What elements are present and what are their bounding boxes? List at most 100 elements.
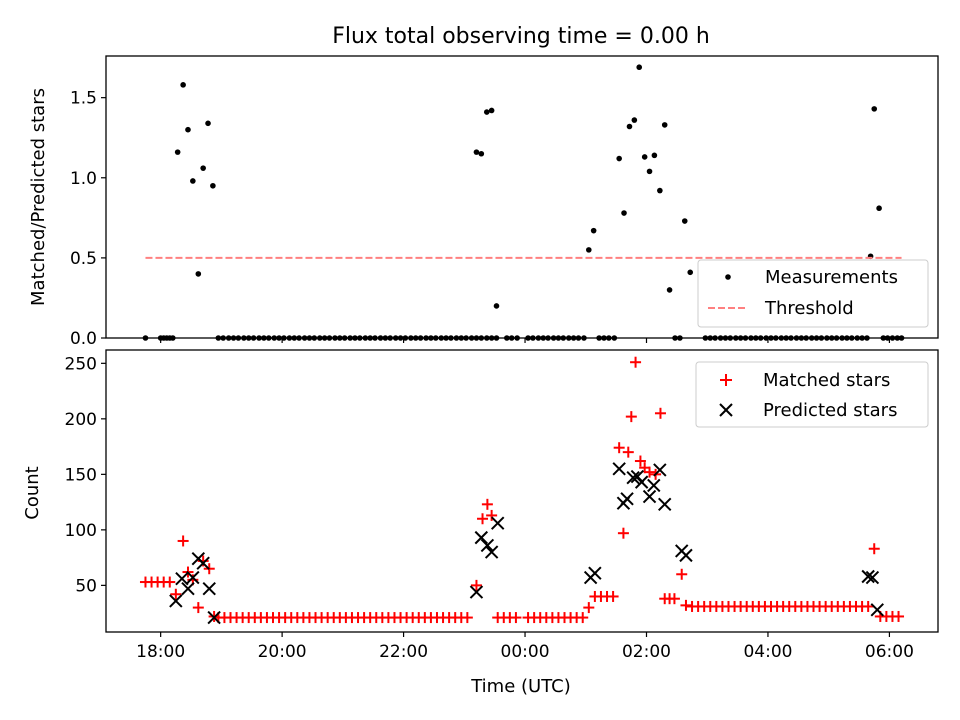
matched-point <box>481 498 493 510</box>
bottom-chart-legend: Matched stars Predicted stars <box>695 361 929 428</box>
predicted-point <box>679 548 693 563</box>
matched-point <box>164 576 176 588</box>
measurement-point <box>626 123 633 130</box>
measurement-point <box>488 107 495 114</box>
top-chart-title: Flux total observing time = 0.00 h <box>332 24 710 49</box>
predicted-point <box>634 475 649 489</box>
matched-point <box>622 446 634 458</box>
x-tick-label: 20:00 <box>258 642 307 662</box>
predicted-point <box>207 610 221 625</box>
legend-measurements-label: Measurements <box>765 267 898 288</box>
matched-point <box>583 602 595 614</box>
measurement-point <box>590 227 597 234</box>
matched-point <box>862 600 874 612</box>
matched-point <box>613 442 625 454</box>
legend-predicted-marker <box>719 403 733 417</box>
bottom-legend-box <box>695 361 929 428</box>
matched-point <box>644 466 656 478</box>
predicted-point <box>196 556 210 570</box>
x-tick-label: 00:00 <box>501 642 550 662</box>
legend-matched-marker <box>720 374 732 386</box>
matched-point <box>461 612 473 624</box>
measurement-point <box>651 152 658 159</box>
predicted-point <box>870 603 884 617</box>
predicted-point <box>653 463 667 477</box>
predicted-point <box>620 492 634 506</box>
predicted-point <box>588 566 602 580</box>
measurement-point <box>210 182 216 189</box>
predicted-point <box>181 581 195 596</box>
bottom-chart-xlabel: Time (UTC) <box>470 676 571 697</box>
x-tick-label: 18:00 <box>136 642 185 662</box>
matched-point <box>630 356 642 368</box>
measurement-point <box>493 303 500 309</box>
bottom-chart-ylabel: Count <box>22 466 43 519</box>
matched-point <box>634 455 646 467</box>
x-tick-label: 04:00 <box>743 642 792 662</box>
matched-point <box>177 535 189 547</box>
measurement-point <box>190 178 196 184</box>
y-tick-label: 150 <box>65 465 97 485</box>
measurement-point <box>657 187 663 194</box>
y-tick-label: 50 <box>75 576 97 596</box>
predicted-point <box>642 489 657 504</box>
measurement-point <box>661 122 668 128</box>
matched-point <box>607 590 619 602</box>
x-tick-label: 02:00 <box>622 642 671 662</box>
matched-point <box>577 612 589 624</box>
measurement-point <box>174 149 181 155</box>
y-tick-label: 1.5 <box>70 89 97 109</box>
matched-point <box>486 509 498 521</box>
predicted-point <box>480 538 495 553</box>
measurement-point <box>180 82 186 88</box>
measurement-point <box>631 117 638 123</box>
bottom-chart-frame <box>105 349 939 633</box>
y-tick-label: 0.0 <box>70 329 97 349</box>
matched-point <box>477 513 489 525</box>
bottom-chart-plot-area: 50 100 150 200 250 18:00 20:00 22:00 00:00 02:00 0… <box>65 354 914 662</box>
measurement-point <box>483 109 490 115</box>
predicted-point <box>169 594 183 608</box>
measurement-point <box>185 126 191 133</box>
y-tick-label: 250 <box>65 354 97 374</box>
y-tick-label: 1.0 <box>70 169 97 189</box>
predicted-point <box>474 530 489 545</box>
y-tick-label: 100 <box>65 521 97 541</box>
predicted-point <box>186 570 200 585</box>
measurement-point <box>473 149 480 155</box>
matched-point <box>625 411 637 423</box>
matched-point <box>192 602 204 614</box>
matched-point <box>470 579 482 591</box>
matched-point <box>668 593 680 605</box>
measurement-point <box>586 247 592 253</box>
measurement-point <box>195 271 202 277</box>
measurement-point <box>687 269 694 276</box>
legend-predicted-label: Predicted stars <box>763 400 897 421</box>
predicted-point <box>647 478 661 493</box>
x-tick-label: 22:00 <box>379 642 428 662</box>
predicted-point <box>861 569 875 584</box>
predicted-point <box>612 462 626 476</box>
measurement-point <box>876 205 882 212</box>
matched-point <box>868 543 880 555</box>
measurement-point <box>200 165 206 171</box>
predicted-point <box>865 570 880 585</box>
predicted-point <box>202 581 216 596</box>
predicted-point <box>484 545 499 559</box>
predicted-point <box>491 516 505 530</box>
matched-point <box>654 407 666 419</box>
measurement-point <box>666 287 673 293</box>
predicted-point <box>658 497 672 512</box>
measurement-point <box>621 210 627 216</box>
predicted-point <box>626 470 640 485</box>
matched-point <box>510 612 522 624</box>
measurement-point <box>871 106 878 112</box>
y-tick-label: 200 <box>65 410 97 430</box>
top-legend-box <box>697 259 929 328</box>
top-chart-ylabel: Matched/Predicted stars <box>28 88 49 306</box>
matched-point <box>676 568 688 580</box>
top-chart-legend: Measurements Threshold <box>697 259 929 328</box>
measurement-point <box>616 155 622 162</box>
legend-threshold-label: Threshold <box>764 298 854 319</box>
